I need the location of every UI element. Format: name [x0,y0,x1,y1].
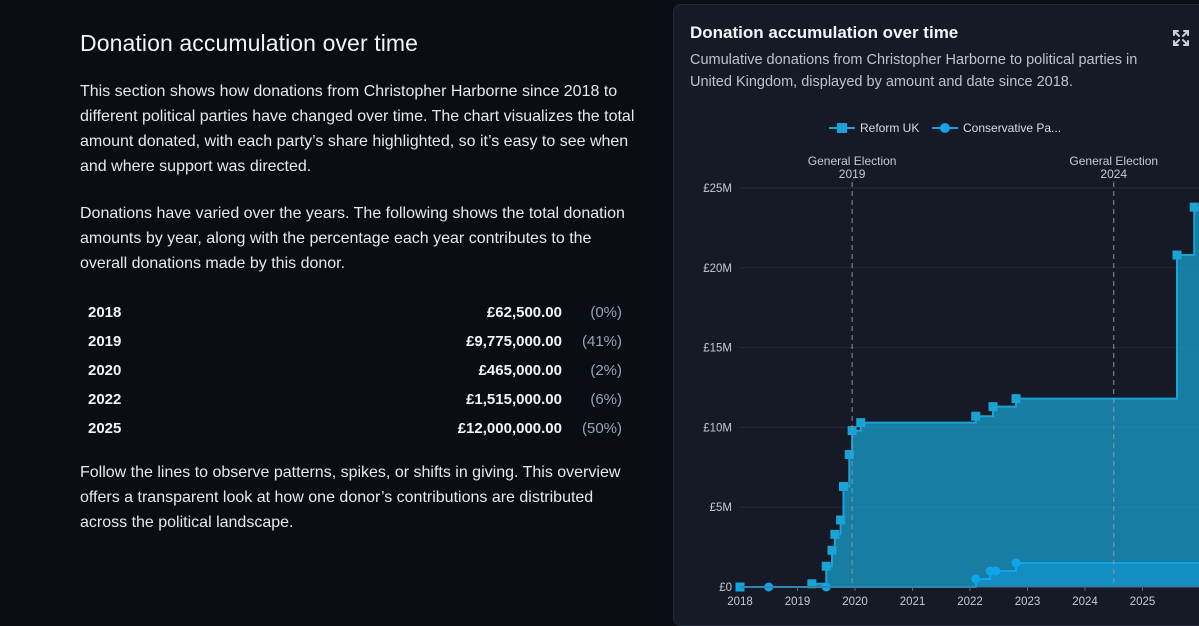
table-row: 2020 £465,000.00 (2%) [88,356,622,385]
legend-label: Reform UK [860,121,919,135]
legend-label: Conservative Pa... [963,121,1061,135]
election-year-label: 2024 [1100,167,1127,181]
percent-cell: (2%) [590,362,622,379]
x-tick-label: 2019 [785,596,811,608]
data-marker-square [807,579,817,589]
data-marker-square [830,529,840,539]
data-marker-square [827,545,837,555]
table-row: 2022 £1,515,000.00 (6%) [88,385,622,414]
y-tick-label: £20M [703,263,732,275]
expand-icon[interactable] [1172,29,1190,47]
percent-cell: (50%) [581,420,622,437]
x-tick-label: 2021 [900,596,926,608]
election-label: General Election [1069,154,1158,168]
data-marker-square [844,450,854,460]
x-tick-label: 2023 [1015,596,1041,608]
amount-cell: £465,000.00 [478,362,562,379]
amount-cell: £12,000,000.00 [457,420,562,437]
data-marker-square [836,515,846,525]
table-row: 2019 £9,775,000.00 (41%) [88,327,622,356]
data-marker-square [847,426,857,436]
year-cell: 2020 [88,362,122,379]
intro-paragraph: This section shows how donations from Ch… [80,83,635,175]
year-cell: 2019 [88,333,122,350]
table-row: 2025 £12,000,000.00 (50%) [88,414,622,443]
x-tick-label: 2024 [1072,596,1098,608]
amount-cell: £62,500.00 [486,304,562,321]
x-tick-label: 2022 [957,596,983,608]
amount-cell: £1,515,000.00 [466,391,562,408]
section-title: Donation accumulation over time [80,30,419,56]
election-year-label: 2019 [839,167,866,181]
varied-paragraph: Donations have varied over the years. Th… [80,205,625,272]
yearly-totals-table: 2018 £62,500.00 (0%) 2019 £9,775,000.00 … [88,298,622,443]
x-tick-label: 2020 [842,596,868,608]
legend-marker-square [837,123,847,133]
chart-card: £0 £5M £10M £15M £20M £25M 2018 2019 2020 2021 202… [673,4,1199,626]
y-tick-label: £15M [703,343,732,355]
legend-marker-circle [940,123,950,133]
data-marker-square [856,418,866,428]
data-marker-circle [991,566,1001,576]
series-area [740,207,1199,587]
data-marker-square [839,481,848,491]
data-marker-square [988,402,998,412]
data-marker-square [1189,202,1199,212]
x-tick-label: 2025 [1130,596,1156,608]
y-tick-label: £10M [703,422,732,434]
x-tick-label: 2018 [727,596,753,608]
data-marker-square [821,561,831,571]
y-tick-label: £0 [719,582,732,594]
amount-cell: £9,775,000.00 [466,333,562,350]
content-column: Donation accumulation over time This sec… [80,30,640,557]
year-cell: 2022 [88,391,122,408]
data-marker-square [1172,250,1182,260]
donation-chart: £0 £5M £10M £15M £20M £25M 2018 2019 2020 2021 202… [703,121,1199,608]
percent-cell: (0%) [590,304,622,321]
data-marker-circle [971,574,981,584]
percent-cell: (41%) [581,333,622,350]
card-subtitle: Cumulative donations from Christopher Ha… [690,52,1138,90]
outro-paragraph: Follow the lines to observe patterns, sp… [80,464,621,531]
year-cell: 2018 [88,304,122,321]
percent-cell: (6%) [590,391,622,408]
y-tick-label: £25M [703,183,732,195]
y-tick-label: £5M [710,502,732,514]
card-title: Donation accumulation over time [690,23,959,42]
data-marker-square [971,411,981,421]
series-area [740,563,1199,587]
table-row: 2018 £62,500.00 (0%) [88,298,622,327]
data-marker-square [1011,394,1021,404]
data-marker-circle [1011,558,1021,568]
year-cell: 2025 [88,420,122,437]
election-label: General Election [808,154,897,168]
